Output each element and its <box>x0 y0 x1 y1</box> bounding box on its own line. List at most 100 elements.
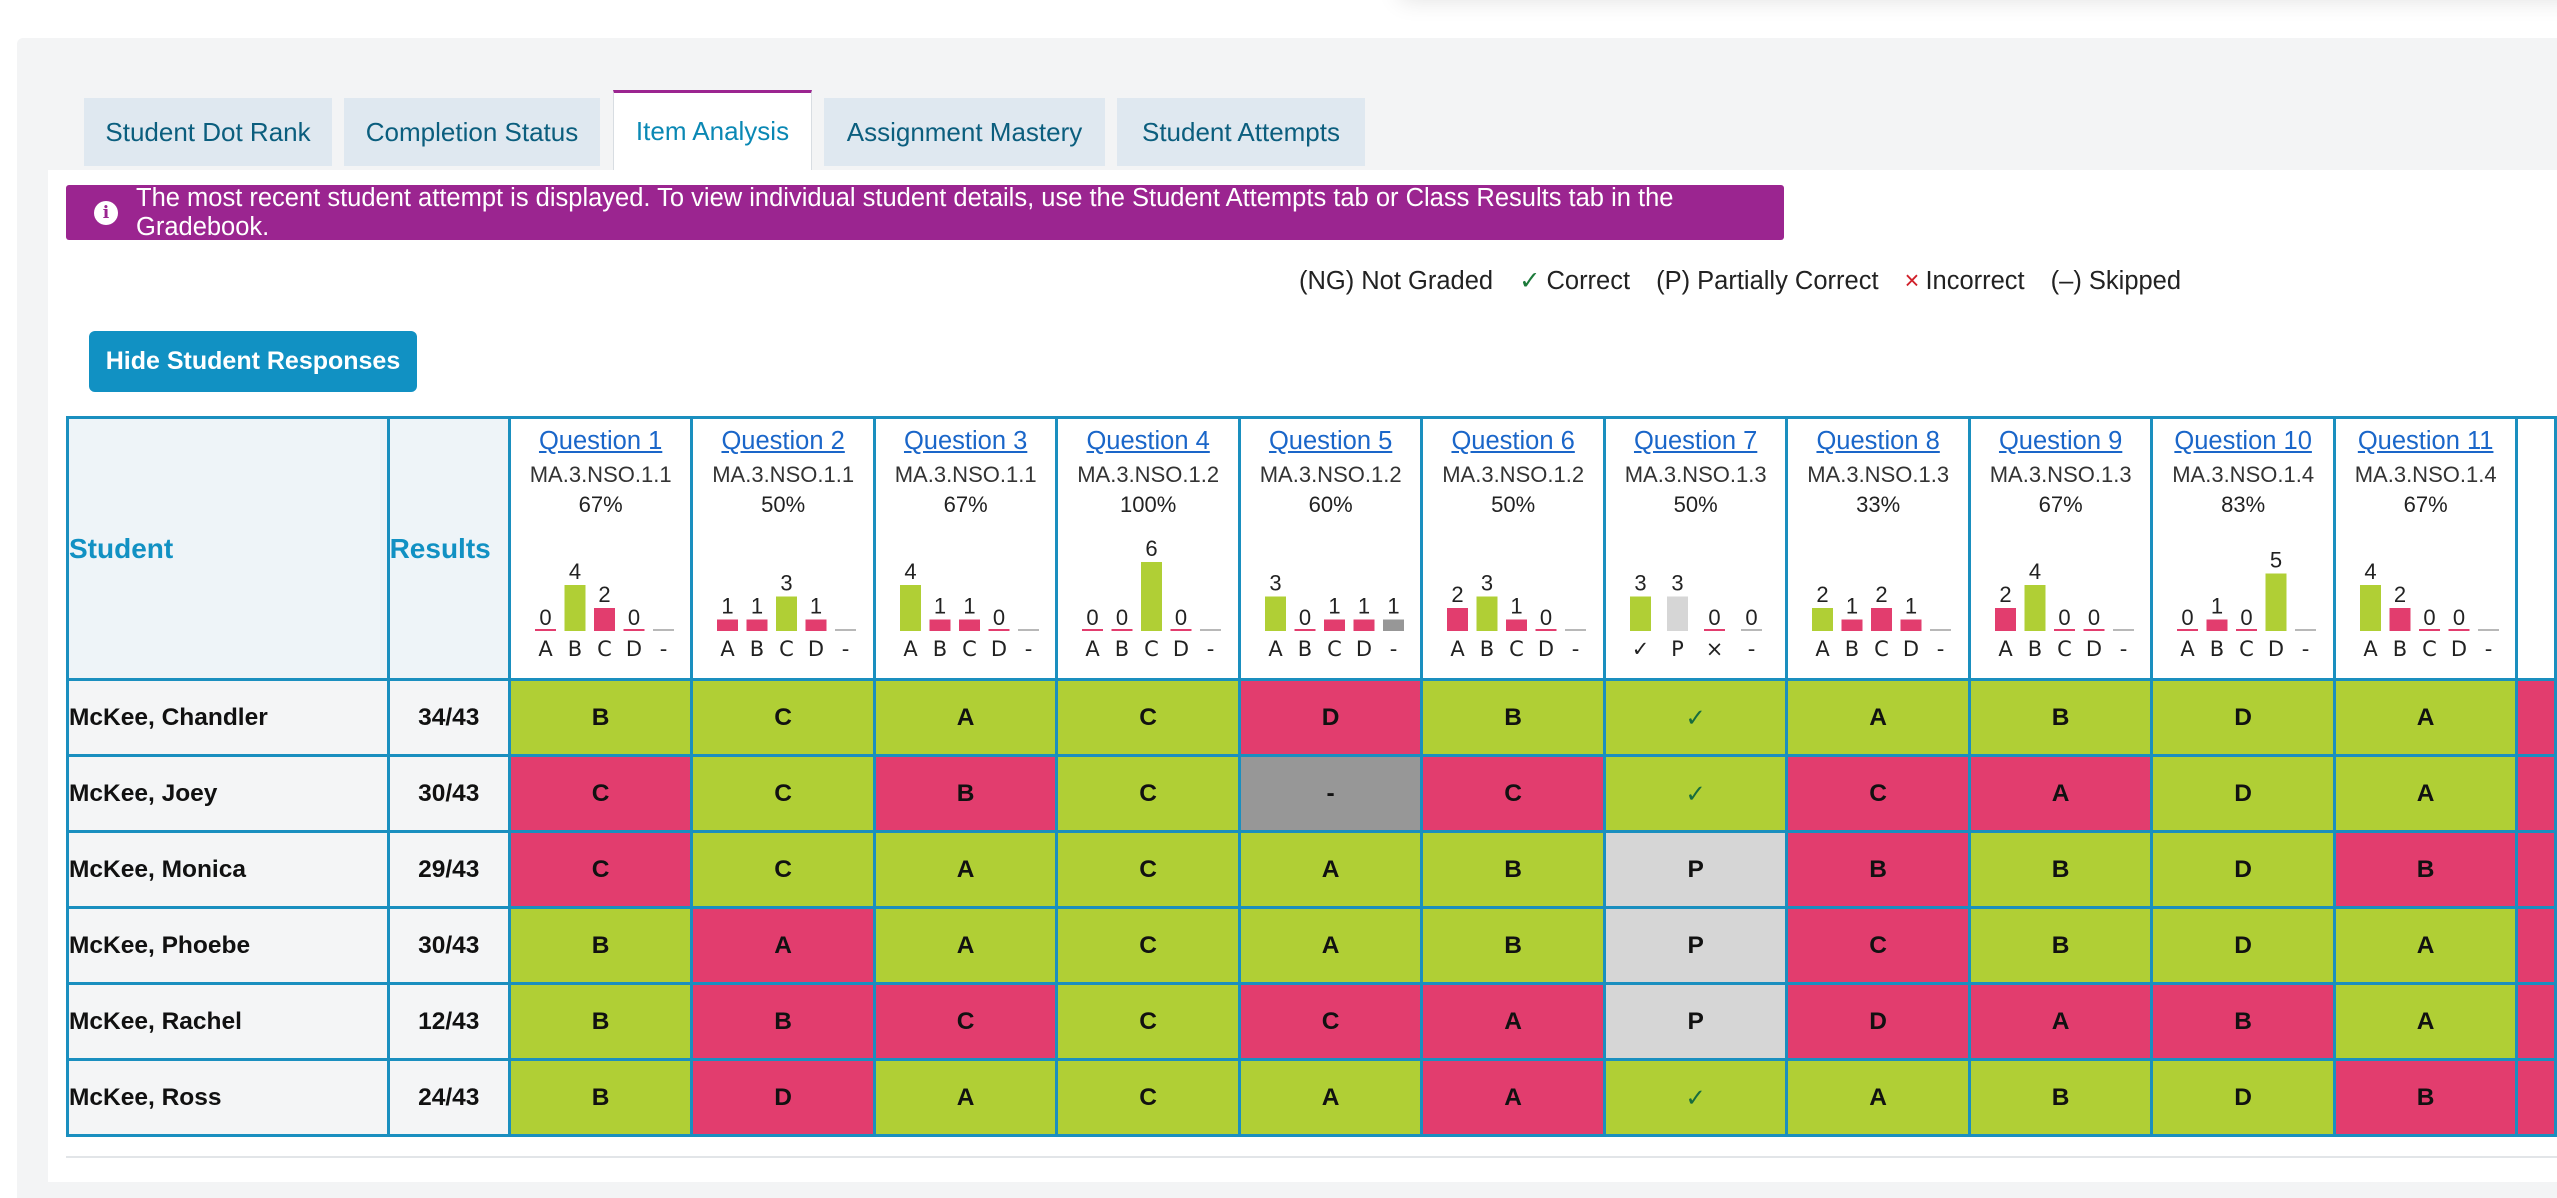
response-cell[interactable]: D <box>2150 1058 2336 1137</box>
response-value: C <box>774 855 792 883</box>
response-cell[interactable]: B <box>1967 678 2154 757</box>
response-cell[interactable]: A <box>1967 982 2154 1061</box>
response-cell[interactable]: C <box>1055 1058 1241 1137</box>
response-cell[interactable]: B <box>1967 830 2154 909</box>
response-cell[interactable]: A <box>1785 1058 1971 1137</box>
response-cell[interactable]: C <box>1055 830 1241 909</box>
response-value: A <box>2416 931 2435 959</box>
response-cell[interactable]: C <box>1055 754 1241 833</box>
response-cell[interactable]: D <box>2150 754 2336 833</box>
response-cell[interactable]: A <box>2332 678 2519 757</box>
question-link-6[interactable]: Question 6 <box>1451 427 1575 455</box>
response-cell[interactable]: - <box>1237 754 1424 833</box>
response-cell[interactable]: D <box>690 1058 876 1137</box>
response-cell[interactable]: B <box>507 982 694 1061</box>
question-link-7[interactable]: Question 7 <box>1633 427 1758 455</box>
response-cell[interactable]: B <box>1420 830 1606 909</box>
question-link-2[interactable]: Question 2 <box>721 427 845 455</box>
response-cell[interactable]: C <box>507 830 694 909</box>
response-cell[interactable]: D <box>1785 982 1971 1061</box>
tab-completion-status[interactable]: Completion Status <box>344 98 600 166</box>
response-cell[interactable]: B <box>690 982 876 1061</box>
response-cell[interactable]: D <box>2150 678 2336 757</box>
student-name: McKee, Monica <box>66 830 390 909</box>
response-cell[interactable]: C <box>1055 982 1241 1061</box>
chart-bar-skipped <box>1930 629 1952 631</box>
tab-student-dot-rank[interactable]: Student Dot Rank <box>84 98 332 166</box>
response-cell[interactable]: C <box>1055 678 1241 757</box>
response-cell[interactable]: B <box>1967 1058 2154 1137</box>
response-cell[interactable]: C <box>690 830 876 909</box>
response-cell[interactable]: C <box>872 982 1059 1061</box>
response-cell[interactable]: B <box>872 754 1059 833</box>
response-cell[interactable]: A <box>2332 906 2519 985</box>
response-cell[interactable]: P <box>1602 906 1789 985</box>
response-cell[interactable]: B <box>1785 830 1971 909</box>
response-cell[interactable]: A <box>1785 678 1971 757</box>
response-cell[interactable]: P <box>1602 830 1789 909</box>
response-cell[interactable]: B <box>507 678 694 757</box>
response-cell[interactable]: B <box>507 906 694 985</box>
response-cell[interactable]: B <box>1967 906 2154 985</box>
response-cell[interactable]: ✓ <box>1602 678 1789 757</box>
response-cell[interactable]: A <box>1237 906 1424 985</box>
question-link-1[interactable]: Question 1 <box>538 427 663 455</box>
chart-bar-D <box>988 629 1010 631</box>
response-cell[interactable]: P <box>1602 982 1789 1061</box>
tab-assignment-mastery[interactable]: Assignment Mastery <box>824 98 1105 166</box>
response-cell[interactable]: C <box>690 754 876 833</box>
response-cell[interactable]: A <box>872 678 1059 757</box>
chart-data-label: 2 <box>1452 582 1464 607</box>
response-cell[interactable]: A <box>2332 754 2519 833</box>
response-cell[interactable]: B <box>1420 678 1606 757</box>
response-cell[interactable]: C <box>1420 754 1606 833</box>
response-cell[interactable]: A <box>1237 830 1424 909</box>
response-cell[interactable]: ✓ <box>1602 754 1789 833</box>
response-cell[interactable]: A <box>1420 982 1606 1061</box>
chart-tick-label: A <box>2363 637 2378 661</box>
question-link-5[interactable]: Question 5 <box>1268 427 1393 455</box>
response-cell[interactable]: ✓ <box>1602 1058 1789 1137</box>
tab-item-analysis[interactable]: Item Analysis <box>613 90 812 170</box>
response-value: B <box>1869 855 1887 883</box>
response-cell[interactable]: B <box>2150 982 2336 1061</box>
response-cell-overflow <box>2515 678 2557 757</box>
response-cell[interactable]: A <box>2332 982 2519 1061</box>
response-cell[interactable]: A <box>690 906 876 985</box>
question-link-8[interactable]: Question 8 <box>1816 427 1940 455</box>
response-cell[interactable]: C <box>1055 906 1241 985</box>
response-cell[interactable]: D <box>1237 678 1424 757</box>
response-cell[interactable]: A <box>872 906 1059 985</box>
student-column-header[interactable]: Student <box>66 416 390 681</box>
response-cell[interactable]: A <box>1967 754 2154 833</box>
response-cell[interactable]: C <box>690 678 876 757</box>
hide-student-responses-button[interactable]: Hide Student Responses <box>89 331 417 392</box>
response-cell[interactable]: A <box>872 1058 1059 1137</box>
chart-data-label: 0 <box>1175 605 1187 630</box>
chart-data-label: 6 <box>1146 536 1158 561</box>
response-cell[interactable]: A <box>872 830 1059 909</box>
response-cell[interactable]: A <box>1237 1058 1424 1137</box>
response-cell[interactable]: C <box>1237 982 1424 1061</box>
response-cell[interactable]: B <box>2332 830 2519 909</box>
question-link-3[interactable]: Question 3 <box>903 427 1028 455</box>
response-cell[interactable]: C <box>1785 906 1971 985</box>
question-standard: MA.3.NSO.1.2 <box>1442 462 1585 487</box>
question-link-9[interactable]: Question 9 <box>1998 427 2123 455</box>
results-column-header[interactable]: Results <box>386 416 511 681</box>
chart-tick-label: B <box>1480 637 1494 661</box>
response-cell[interactable]: D <box>2150 830 2336 909</box>
question-link-4[interactable]: Question 4 <box>1086 427 1210 455</box>
response-cell[interactable]: B <box>1420 906 1606 985</box>
response-cell[interactable]: D <box>2150 906 2336 985</box>
question-header-7: Question 7 MA.3.NSO.1.3 50% 3 ✓ 3 P 0 × 0- <box>1602 416 1789 681</box>
question-link-11[interactable]: Question 11 <box>2357 427 2494 455</box>
response-cell[interactable]: B <box>507 1058 694 1137</box>
response-cell[interactable]: C <box>1785 754 1971 833</box>
response-cell[interactable]: B <box>2332 1058 2519 1137</box>
tab-student-attempts[interactable]: Student Attempts <box>1117 98 1365 166</box>
question-link-10[interactable]: Question 10 <box>2174 427 2312 455</box>
response-cell[interactable]: A <box>1420 1058 1606 1137</box>
response-cell[interactable]: C <box>507 754 694 833</box>
